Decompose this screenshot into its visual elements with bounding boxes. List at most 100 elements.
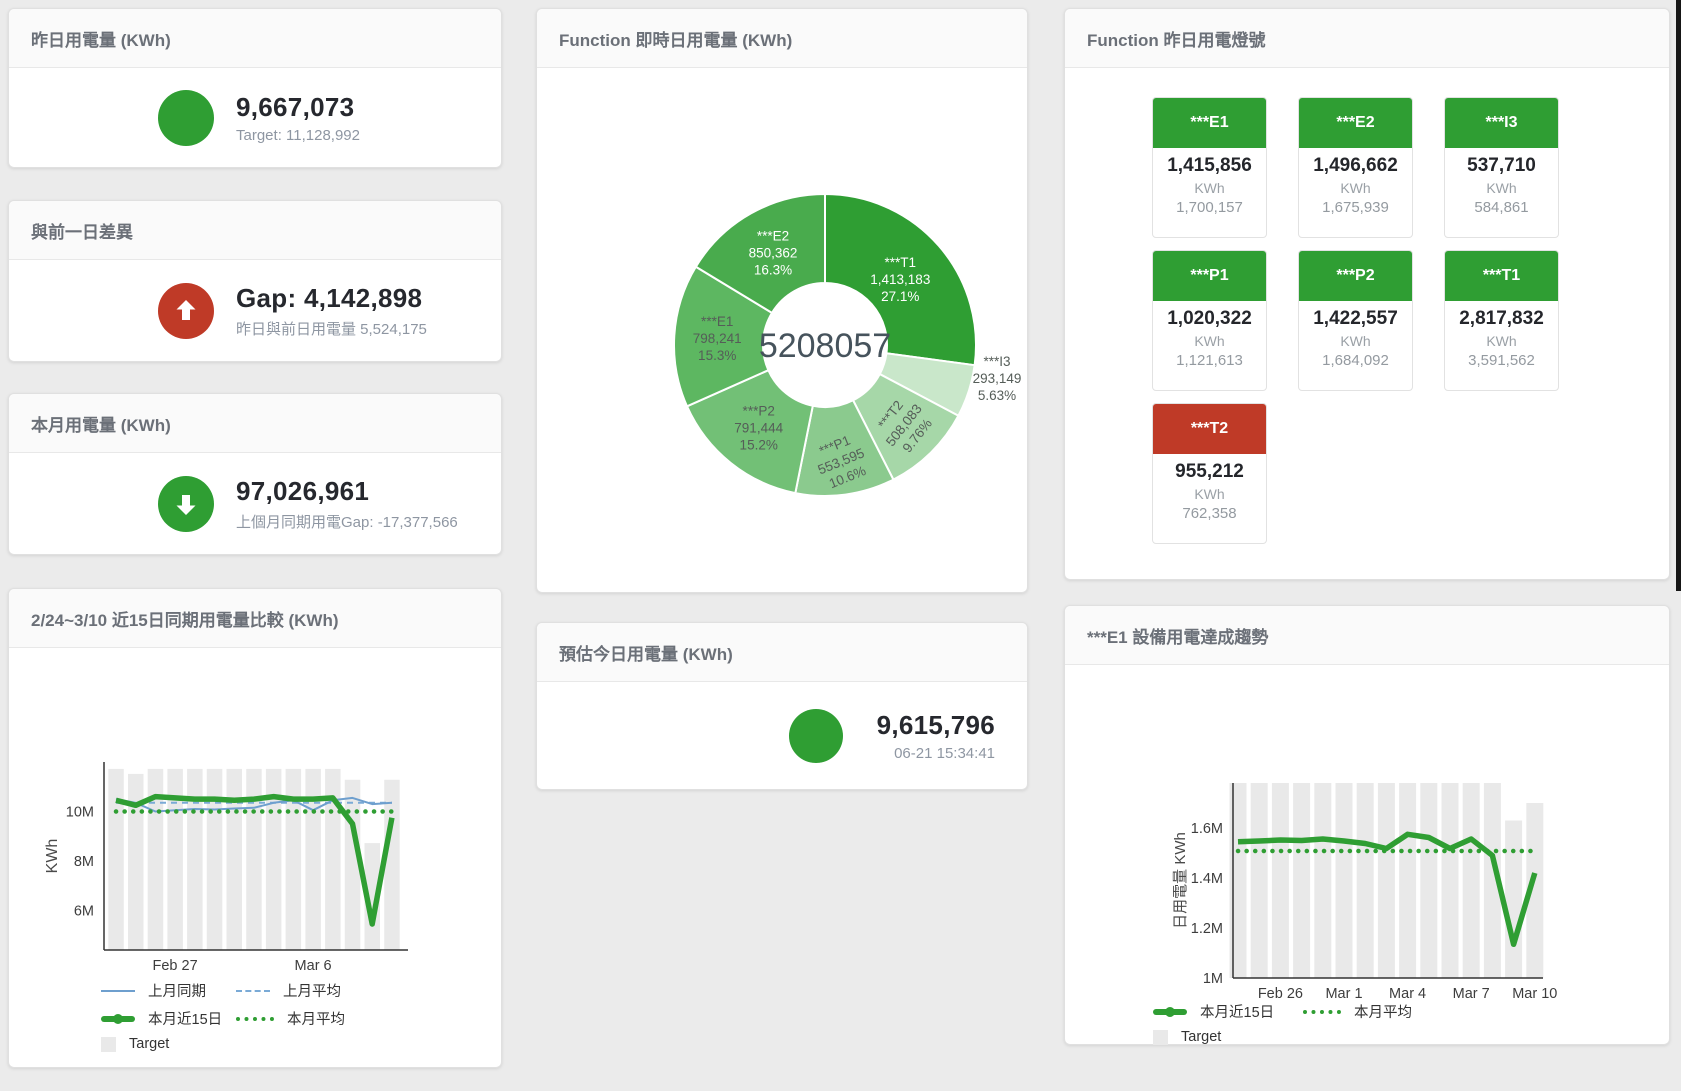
target-bar — [246, 768, 262, 950]
donut-slice-***E2[interactable] — [694, 192, 826, 315]
target-bar — [1314, 783, 1332, 978]
card-day-gap: 與前一日差異 Gap: 4,142,898 昨日與前日用電量 5,524,175 — [8, 200, 502, 362]
svg-text:850,362: 850,362 — [749, 246, 798, 261]
target-bar — [167, 768, 183, 950]
stat-value: 97,026,961 — [236, 476, 370, 506]
status-ok-circle-icon — [158, 90, 214, 146]
donut-slice-label: ***T1 1,413,183 27.1% — [870, 255, 930, 304]
donut-slice-***T1[interactable] — [824, 192, 977, 367]
target-bar — [1399, 783, 1417, 978]
series-本月近15日[interactable] — [1237, 831, 1538, 948]
legend-item-本月平均[interactable]: 本月平均 — [1303, 1001, 1412, 1022]
compare-legend: 上月同期 上月平均 本月近15日 本月平均 Target — [9, 980, 501, 1052]
card-body: 9,615,796 06-21 15:34:41 — [537, 682, 1027, 790]
status-ok-circle-icon — [788, 709, 843, 763]
arrow-up-circle-icon — [158, 283, 214, 339]
card-realtime-donut: Function 即時日用電量 (KWh) ***T1 1,413,183 27.1… — [536, 8, 1028, 593]
y-tick-label: 6M — [74, 903, 94, 919]
legend-item-本月平均[interactable]: 本月平均 — [236, 1008, 345, 1029]
scrollbar[interactable] — [1676, 0, 1681, 591]
donut-center-total: 5208057 — [759, 327, 891, 365]
tile-status-header: ***E2 — [1299, 98, 1412, 148]
tile-value: 1,020,322 — [1167, 308, 1252, 329]
compare-chart[interactable]: 10M 8M 6M Feb 27 Mar 6 KWh — [9, 654, 503, 980]
light-tile-***E2: ***E2 1,496,662 KWh 1,675,939 — [1298, 97, 1413, 238]
x-tick-label: Mar 7 — [1453, 986, 1490, 1002]
tile-value: 1,422,557 — [1313, 308, 1398, 329]
legend-item-本月近15日[interactable]: 本月近15日 — [1153, 1001, 1303, 1022]
svg-text:798,241: 798,241 — [693, 331, 742, 346]
tile-unit: KWh — [1194, 333, 1225, 349]
x-tick-label: Mar 4 — [1389, 986, 1426, 1002]
tile-target: 1,700,157 — [1176, 199, 1243, 216]
tile-value: 955,212 — [1175, 461, 1244, 482]
tile-unit: KWh — [1194, 180, 1225, 196]
target-bar — [265, 768, 282, 950]
tile-unit: KWh — [1194, 486, 1225, 502]
x-tick-label: Mar 6 — [295, 958, 332, 974]
y-axis-title: KWh — [44, 839, 61, 874]
tile-status-header: ***E1 — [1153, 98, 1266, 148]
legend-item-上月同期[interactable]: 上月同期 — [101, 980, 236, 1001]
donut-slice-label: ***I3 293,149 5.63% — [973, 354, 1022, 403]
stat-subtitle: 上個月同期用電Gap: -17,377,566 — [236, 514, 458, 531]
card-e1-trend-chart: ***E1 設備用電達成趨勢 1.6M 1.4M 1.2M 1M Feb 26 Mar 1… — [1064, 605, 1670, 1045]
tile-status-header: ***P1 — [1153, 251, 1266, 301]
light-tile-***T2: ***T2 955,212 KWh 762,358 — [1152, 403, 1267, 544]
y-tick-label: 1M — [1203, 971, 1223, 987]
target-bar — [1293, 783, 1311, 978]
svg-text:5.63%: 5.63% — [978, 388, 1016, 403]
target-bar — [1377, 783, 1395, 978]
svg-text:***E1: ***E1 — [701, 314, 733, 329]
stat-value: 9,667,073 — [236, 92, 355, 122]
card-body: 9,667,073 Target: 11,128,992 — [9, 68, 501, 168]
tile-value: 1,415,856 — [1167, 155, 1252, 176]
legend-swatch-dots — [1303, 1009, 1341, 1014]
series-本月近15日[interactable] — [115, 793, 395, 927]
light-tile-***I3: ***I3 537,710 KWh 584,861 — [1444, 97, 1559, 238]
x-tick-label: Feb 27 — [153, 958, 198, 974]
target-bar — [305, 768, 321, 950]
svg-text:15.3%: 15.3% — [698, 348, 736, 363]
legend-swatch-square — [101, 1036, 116, 1052]
stat-timestamp: 06-21 15:34:41 — [894, 745, 995, 762]
svg-text:***P2: ***P2 — [743, 404, 775, 419]
light-tiles-grid: ***E1 1,415,856 KWh 1,700,157 ***E2 1,49… — [1152, 97, 1559, 544]
tile-target: 1,121,613 — [1176, 352, 1243, 369]
e1-trend-chart[interactable]: 1.6M 1.4M 1.2M 1M Feb 26 Mar 1 Mar 4 Mar 7 Mar 1… — [1065, 671, 1671, 1002]
target-bar — [1335, 783, 1353, 978]
legend-swatch-thick — [101, 1013, 135, 1024]
series-上月同期[interactable] — [115, 796, 392, 813]
realtime-usage-donut-chart[interactable]: ***T1 1,413,183 27.1% ***I3 293,149 5.63% **… — [537, 68, 1029, 589]
tile-target: 584,861 — [1474, 199, 1529, 216]
y-tick-label: 1.2M — [1191, 921, 1223, 937]
tile-status-header: ***T2 — [1153, 404, 1266, 454]
svg-text:***T1: ***T1 — [885, 255, 917, 270]
target-bar — [325, 768, 341, 950]
tile-target: 1,675,939 — [1322, 199, 1389, 216]
donut-slice-label: ***E2 850,362 16.3% — [749, 229, 798, 278]
svg-text:16.3%: 16.3% — [754, 263, 792, 278]
legend-swatch-line — [101, 989, 135, 992]
card-yesterday-usage: 昨日用電量 (KWh) 9,667,073 Target: 11,128,992 — [8, 8, 502, 168]
legend-item-本月近15日[interactable]: 本月近15日 — [101, 1008, 236, 1029]
target-bar — [285, 768, 302, 950]
tile-target: 762,358 — [1182, 505, 1237, 522]
svg-text:791,444: 791,444 — [734, 421, 783, 436]
legend-item-Target[interactable]: Target — [101, 1036, 169, 1052]
donut-slice-***E1[interactable] — [673, 265, 774, 408]
svg-text:27.1%: 27.1% — [881, 289, 919, 304]
donut-slice-***P2[interactable] — [685, 368, 814, 495]
legend-item-Target[interactable]: Target — [1153, 1029, 1221, 1045]
legend-item-上月平均[interactable]: 上月平均 — [236, 980, 341, 1001]
x-tick-label: Mar 1 — [1325, 986, 1362, 1002]
target-bar — [384, 779, 400, 950]
stat-value: 9,615,796 — [876, 710, 995, 740]
target-bar — [1505, 820, 1523, 978]
y-tick-label: 8M — [74, 854, 94, 870]
svg-text:***E2: ***E2 — [757, 229, 789, 244]
target-bar — [147, 768, 164, 950]
y-tick-label: 1.6M — [1191, 821, 1223, 837]
legend-swatch-dash — [236, 989, 270, 992]
target-bar — [1271, 783, 1289, 978]
